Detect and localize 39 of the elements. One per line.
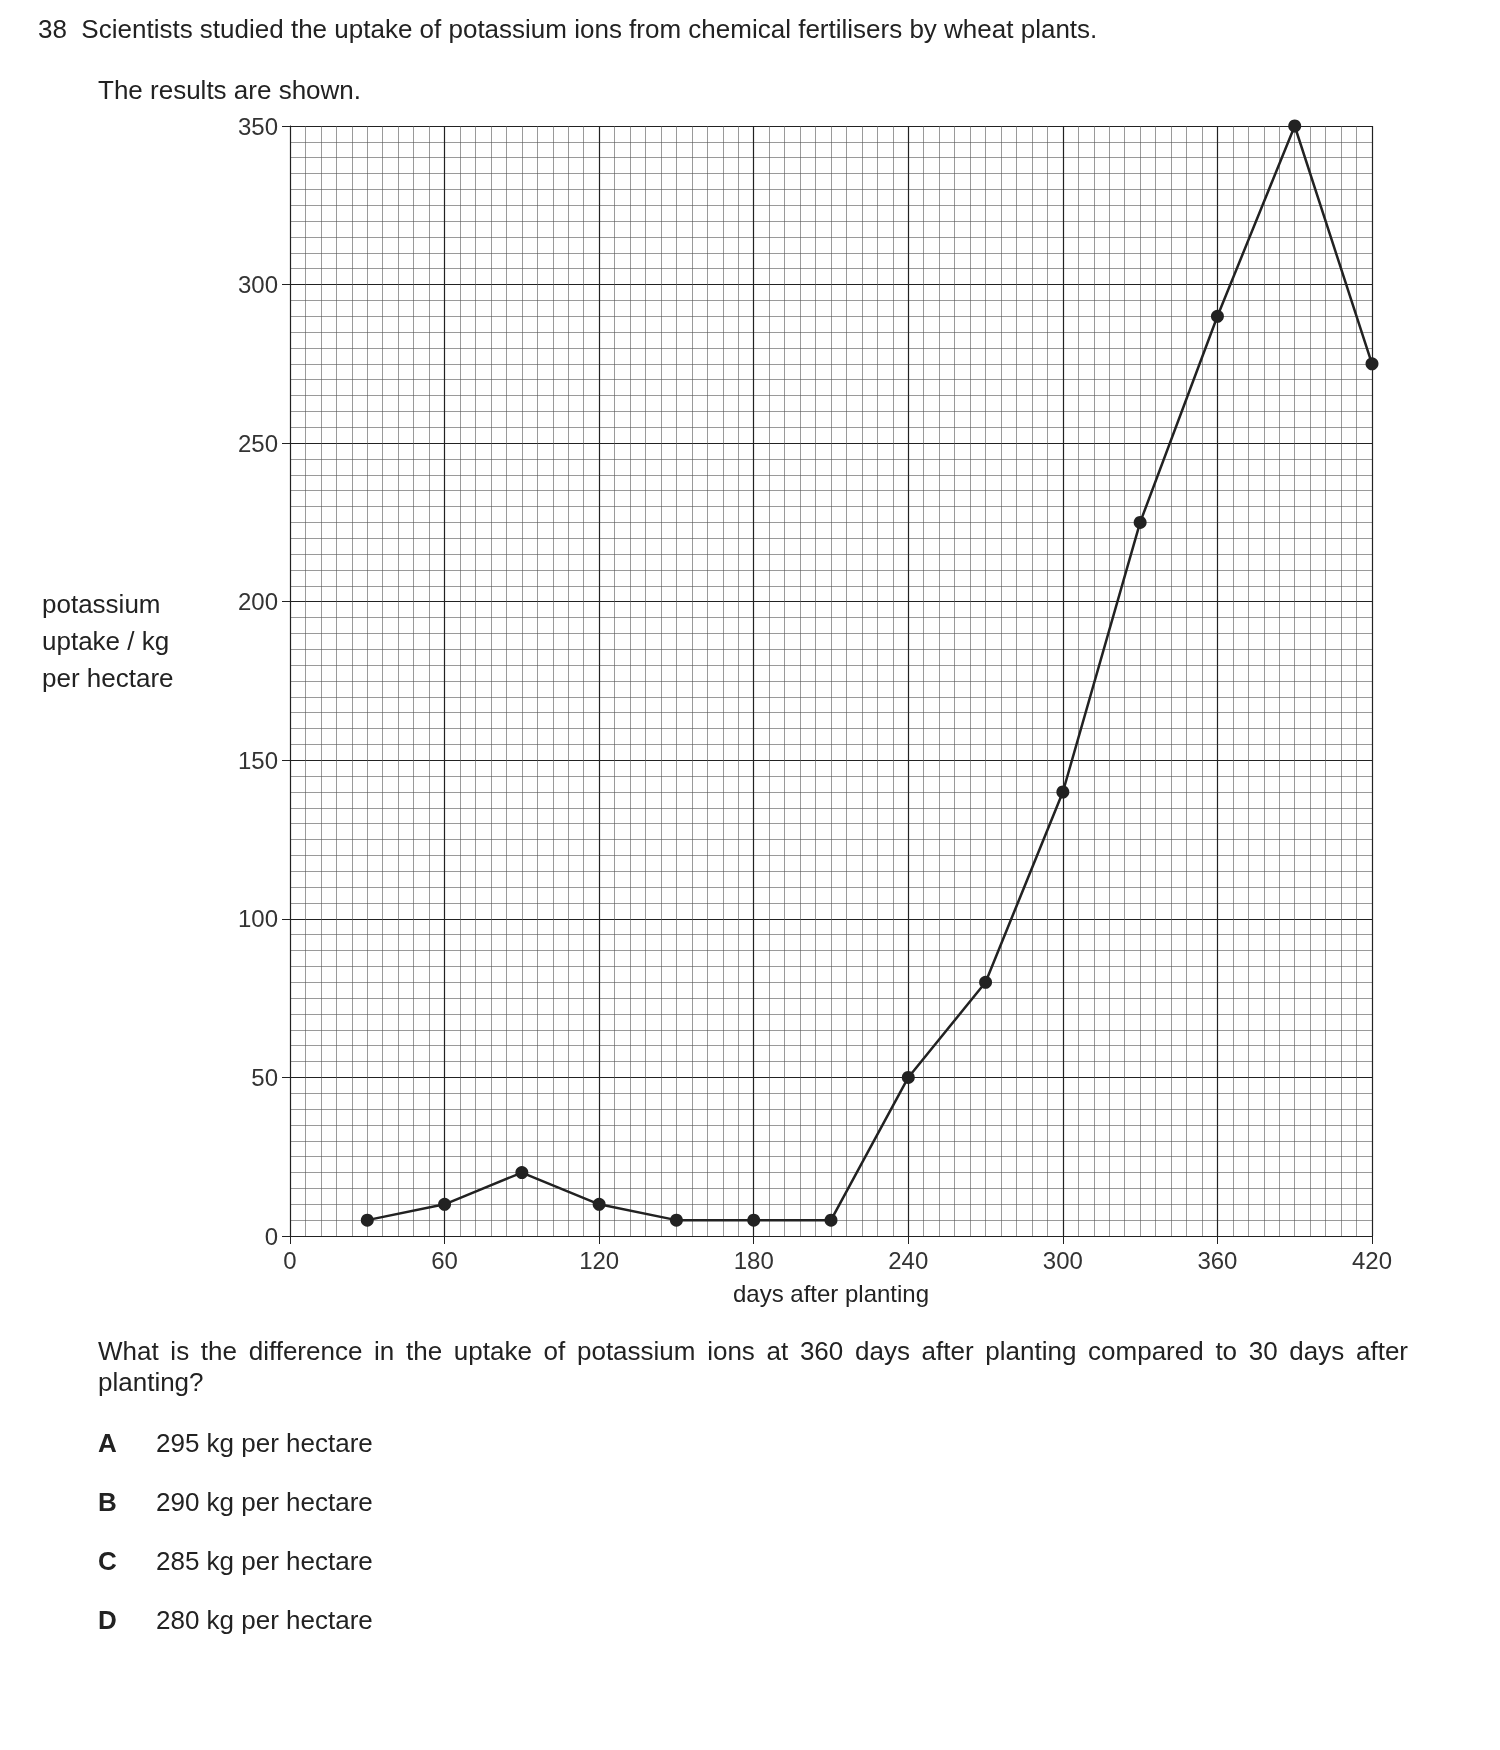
x-axis-title: days after planting [732, 1279, 930, 1307]
y-tick-label: 50 [251, 1063, 278, 1091]
x-tick-label: 420 [1351, 1246, 1393, 1274]
point [515, 1166, 529, 1180]
point [979, 975, 993, 989]
y-tick-label: 350 [237, 112, 278, 140]
point [669, 1213, 683, 1227]
x-tick-label: 360 [1197, 1246, 1238, 1274]
y-tick-label: 250 [237, 429, 278, 457]
text: C 285 kg per hectare [98, 1546, 373, 1576]
x-tick-label: 300 [1042, 1246, 1083, 1274]
point [1133, 515, 1147, 529]
point [1056, 785, 1070, 799]
text: A 295 kg per hectare [98, 1428, 373, 1458]
y-tick-label: 150 [237, 746, 278, 774]
y-tick-label: 0 [264, 1222, 278, 1250]
point [1288, 119, 1302, 133]
chart-subtitle: The results are shown. [98, 75, 362, 106]
x-tick-label: 120 [579, 1246, 620, 1274]
point [1365, 357, 1379, 371]
y-tick-label: 300 [237, 271, 278, 299]
point [901, 1070, 915, 1084]
text: What is the difference in the uptake of potassium ions at 360 days after planting compared to 30 days after planting? [98, 1336, 1408, 1398]
point [1210, 309, 1224, 323]
y-tick-label: 100 [237, 905, 278, 933]
y-axis-title: potassium uptake / kg per hectare [42, 588, 175, 695]
y-tick-label: 200 [237, 588, 278, 616]
point [824, 1213, 838, 1227]
chart-title: 38 Scientists studied the uptake of potassium ions from chemical fertilisers by wheat plants. [38, 14, 1099, 45]
x-tick-label: 240 [888, 1246, 929, 1274]
x-tick-label: 60 [431, 1246, 458, 1274]
x-tick-label: 180 [733, 1246, 774, 1274]
point [592, 1197, 606, 1211]
point [360, 1213, 374, 1227]
text: B 290 kg per hectare [98, 1487, 373, 1517]
text: D 280 kg per hectare [98, 1605, 373, 1635]
point [747, 1213, 761, 1227]
point [438, 1197, 452, 1211]
x-tick-label: 0 [283, 1246, 297, 1274]
